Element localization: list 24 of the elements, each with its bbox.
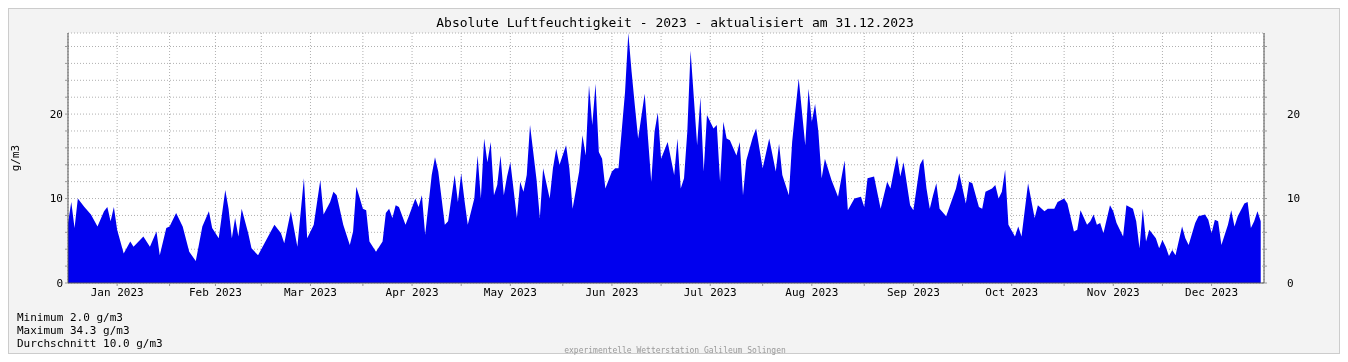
x-tick-label: Feb 2023 bbox=[188, 285, 242, 299]
x-tick-label: Dec 2023 bbox=[1185, 285, 1239, 299]
text: Durchschnitt 10.0 g/m3 bbox=[17, 337, 163, 350]
x-tick-label: Sep 2023 bbox=[886, 285, 940, 299]
y2-tick-label: 20 bbox=[1287, 107, 1301, 121]
x-tick-label: Jan 2023 bbox=[90, 285, 144, 299]
x-tick-label: Oct 2023 bbox=[985, 285, 1039, 299]
y2-tick-label: 10 bbox=[1287, 192, 1301, 206]
y-tick-label: 10 bbox=[49, 192, 63, 206]
y-axis-title: g/m3 bbox=[8, 144, 22, 172]
x-tick-label: Aug 2023 bbox=[785, 285, 839, 299]
y-tick-label: 20 bbox=[49, 107, 63, 121]
text: Minimum 2.0 g/m3 bbox=[17, 311, 124, 324]
x-tick-label: May 2023 bbox=[483, 285, 537, 299]
x-tick-label: Apr 2023 bbox=[385, 285, 439, 299]
x-tick-label: Mar 2023 bbox=[283, 285, 337, 299]
x-tick-label: Jul 2023 bbox=[683, 285, 737, 299]
x-tick-label: Nov 2023 bbox=[1086, 285, 1140, 299]
y-tick-label: 0 bbox=[56, 276, 63, 290]
text: Maximum 34.3 g/m3 bbox=[17, 324, 131, 337]
x-tick-label: Jun 2023 bbox=[585, 285, 639, 299]
y2-tick-label: 0 bbox=[1287, 276, 1294, 290]
chart-title: Absolute Luftfeuchtigkeit - 2023 - aktualisiert am 31.12.2023 bbox=[435, 15, 915, 30]
text: experimentelle Wetterstation Galileum Solingen bbox=[564, 346, 786, 355]
